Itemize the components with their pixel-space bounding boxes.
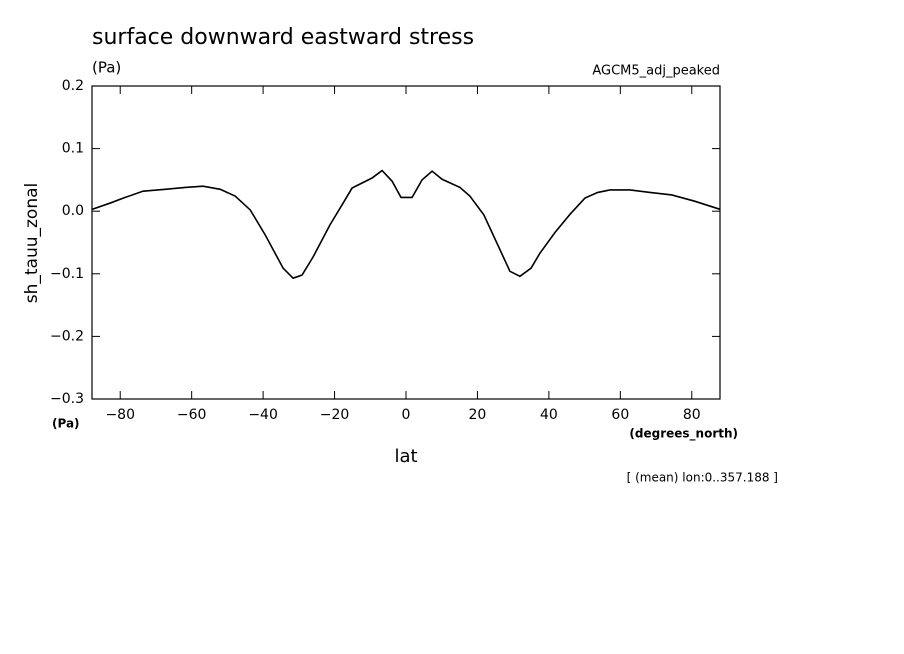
x-tick-label: 40 (540, 407, 558, 423)
x-axis-label: lat (394, 446, 417, 467)
y-tick-label: 0.1 (62, 141, 84, 157)
data-line (91, 169, 721, 280)
x-tick-label: 0 (402, 407, 411, 423)
y-tick-label: −0.3 (50, 391, 84, 407)
units-label: (Pa) (92, 59, 121, 77)
x-units: (degrees_north) (629, 427, 738, 442)
x-tick-label: 80 (683, 407, 701, 423)
y-tick-label: 0.2 (62, 78, 84, 94)
note: [ (mean) lon:0..357.188 ] (627, 471, 778, 485)
x-tick-label: 20 (469, 407, 487, 423)
model-label: AGCM5_adj_peaked (592, 64, 720, 79)
y-tick-label: 0.0 (62, 203, 84, 219)
y-tick-label: −0.2 (50, 328, 84, 344)
chart-title: surface downward eastward stress (92, 25, 474, 50)
y-units: (Pa) (52, 417, 80, 431)
x-tick-label: −60 (177, 407, 207, 423)
y-axis-label: sh_tauu_zonal (22, 183, 42, 304)
y-tick-label: −0.1 (50, 266, 84, 282)
x-tick-label: 60 (611, 407, 629, 423)
x-tick-label: −40 (248, 407, 278, 423)
x-tick-label: −80 (105, 407, 135, 423)
x-tick-label: −20 (320, 407, 350, 423)
